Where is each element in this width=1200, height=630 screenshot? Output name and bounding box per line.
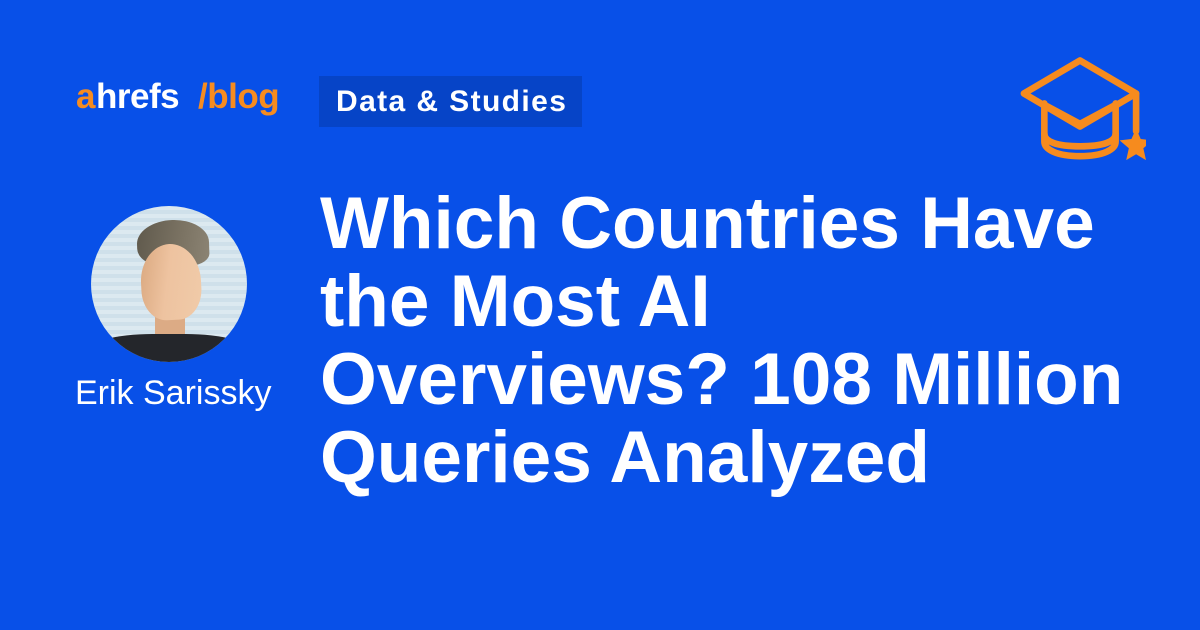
svg-text:a: a — [76, 78, 96, 116]
svg-text:hrefs: hrefs — [96, 78, 179, 116]
svg-text:/blog: /blog — [198, 78, 279, 116]
